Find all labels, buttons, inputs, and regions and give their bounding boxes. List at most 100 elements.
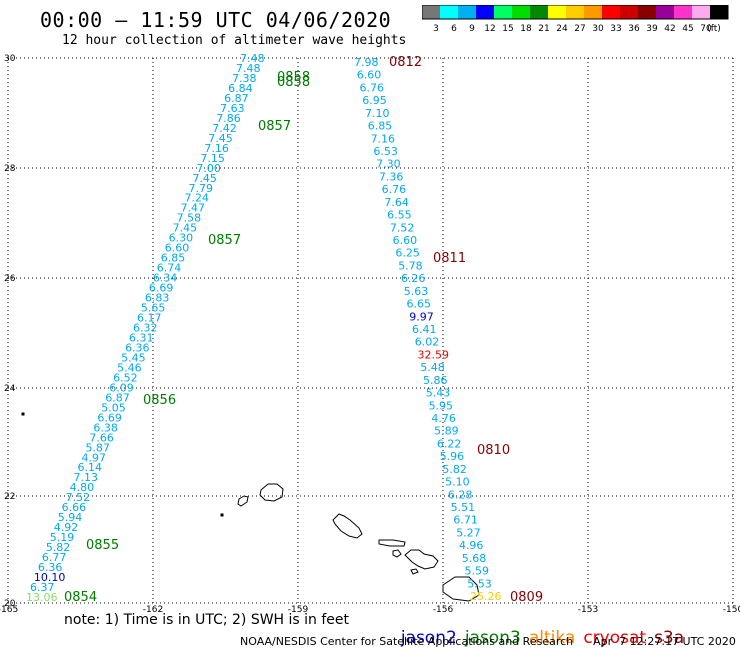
left-track-swh-label: 6.14 — [78, 461, 103, 474]
right-track-swh-label: 5.51 — [451, 501, 476, 514]
left-track-swh-label: 6.87 — [105, 391, 130, 404]
hawaiian-islands — [21, 412, 480, 602]
right-track-swh-label: 4.76 — [431, 412, 456, 425]
left-track-swh-label: 5.65 — [141, 302, 166, 315]
right-track-swh-label: 4.96 — [459, 539, 484, 552]
colorbar-swatch — [710, 5, 728, 19]
colorbar-label: 39 — [646, 24, 658, 34]
legend-jason2: jason2 — [400, 628, 457, 648]
left-track-swh-label: 5.05 — [101, 401, 126, 414]
left-track-swh-label: 6.36 — [38, 561, 63, 574]
left-track-swh-label: 7.24 — [185, 192, 210, 205]
left-track-swh-label: 5.87 — [85, 441, 110, 454]
right-track-swh-label: 7.36 — [379, 170, 404, 183]
left-track-swh-label: 5.46 — [117, 361, 142, 374]
map-grid: -165 -162 -159 -156 -153 -150 30 28 26 24 22 20 — [0, 54, 740, 615]
colorbar-label: 45 — [682, 24, 693, 34]
legend-jason3: jason3 — [464, 628, 521, 648]
left-track-swh-label: 7.63 — [220, 102, 245, 115]
right-track-swh-label: 25.26 — [470, 590, 502, 603]
left-track-swh-label: 6.87 — [224, 92, 249, 105]
left-track-swh-label: 7.48 — [236, 62, 261, 75]
colorbar-swatch — [530, 5, 548, 19]
left-track-swh-label: 6.36 — [125, 341, 149, 354]
colorbar-swatch — [548, 5, 566, 19]
right-track-swh-label: 5.59 — [464, 565, 489, 578]
legend-altika: altika — [528, 628, 576, 648]
right-track-time-label: 0810 — [477, 443, 510, 458]
left-track-swh-label: 10.10 — [34, 571, 66, 584]
left-track-swh-label: 5.45 — [121, 351, 146, 364]
colorbar-swatch — [476, 5, 494, 19]
colorbar-label: 21 — [538, 24, 549, 34]
lon-tick-label: -165 — [0, 605, 18, 615]
right-track-swh-label: 5.63 — [404, 285, 429, 298]
left-track-time-label: 0854 — [64, 590, 97, 605]
left-track-swh-label: 7.38 — [232, 72, 257, 85]
lon-tick-label: -153 — [578, 605, 598, 615]
lat-tick-label: 28 — [4, 164, 16, 174]
colorbar-label: 33 — [610, 24, 621, 34]
right-track-swh-label: 6.25 — [395, 247, 420, 260]
island-niihau — [237, 495, 249, 507]
colorbar-frame — [422, 5, 729, 20]
colorbar-swatch — [512, 5, 530, 19]
right-track-time-label: 0812 — [389, 55, 422, 70]
left-track-swh-label: 6.32 — [133, 322, 158, 335]
islet-1 — [21, 412, 25, 416]
lat-tick-label: 30 — [4, 54, 16, 64]
left-track-time-label: 0855 — [86, 538, 119, 553]
right-track-swh-label: 5.89 — [434, 425, 459, 438]
legend-cryosat: cryosat — [583, 628, 647, 648]
right-track-swh-label: 7.98 — [354, 56, 379, 69]
left-track-swh-label: 6.69 — [97, 411, 122, 424]
island-molokai — [378, 539, 406, 547]
right-track-swh-label: 7.10 — [365, 107, 390, 120]
lon-tick-label: -150 — [723, 605, 740, 615]
left-track-swh-label: 7.16 — [204, 142, 229, 155]
island-kahoolawe — [410, 568, 419, 575]
left-track-swh-label: 7.45 — [192, 172, 217, 185]
left-track-swh-label: 6.60 — [165, 242, 190, 255]
left-track-swh-label: 7.79 — [188, 182, 213, 195]
page-subtitle: 12 hour collection of altimeter wave hei… — [62, 33, 407, 48]
left-track-time-label: 0856 — [143, 393, 176, 408]
right-track-swh-label: 6.85 — [368, 120, 393, 133]
right-track-swh-label: 9.97 — [409, 310, 434, 323]
colorbar-swatch — [440, 5, 458, 19]
island-lanai — [392, 549, 402, 558]
colorbar-swatch — [494, 5, 512, 19]
right-track-swh-label: 7.30 — [376, 158, 401, 171]
colorbar-label: 70 — [700, 24, 712, 34]
left-track-swh-label: 4.92 — [54, 521, 78, 534]
legend-s3a: s3a — [654, 628, 685, 648]
left-track-time-label: 0858 — [277, 75, 310, 90]
colorbar-label: (ft) — [707, 24, 721, 34]
lon-tick-label: -156 — [433, 605, 454, 615]
left-track-swh-label: 13.06 — [26, 591, 58, 604]
right-track-swh-label: 5.48 — [420, 361, 445, 374]
lat-tick-label: 26 — [4, 274, 16, 284]
left-track-swh-label: 6.31 — [129, 331, 154, 344]
track-labels: 13.066.3710.106.366.775.825.194.925.946.… — [26, 52, 543, 605]
right-track-swh-label: 7.64 — [384, 196, 409, 209]
left-track-swh-label: 4.80 — [70, 481, 95, 494]
right-track-swh-label: 5.10 — [445, 476, 470, 489]
footnote: note: 1) Time is in UTC; 2) SWH is in fe… — [64, 612, 350, 628]
left-track-swh-label: 7.66 — [89, 431, 114, 444]
colorbar-label: 15 — [502, 24, 513, 34]
right-track-swh-label: 5.95 — [429, 399, 454, 412]
island-oahu — [332, 513, 363, 539]
right-track-swh-label: 5.78 — [398, 259, 423, 272]
right-track-swh-label: 5.43 — [426, 387, 451, 400]
colorbar-label: 30 — [592, 24, 604, 34]
right-track-swh-label: 6.02 — [415, 336, 440, 349]
right-track-swh-label: 6.60 — [357, 69, 382, 82]
left-track-swh-label: 6.66 — [62, 501, 87, 514]
colorbar-label: 36 — [628, 24, 640, 34]
right-track-swh-label: 6.53 — [373, 145, 398, 158]
left-track-swh-label: 6.52 — [113, 371, 137, 384]
right-track-swh-label: 6.26 — [401, 272, 426, 285]
lat-tick-label: 20 — [4, 599, 16, 609]
colorbar-swatch — [620, 5, 638, 19]
